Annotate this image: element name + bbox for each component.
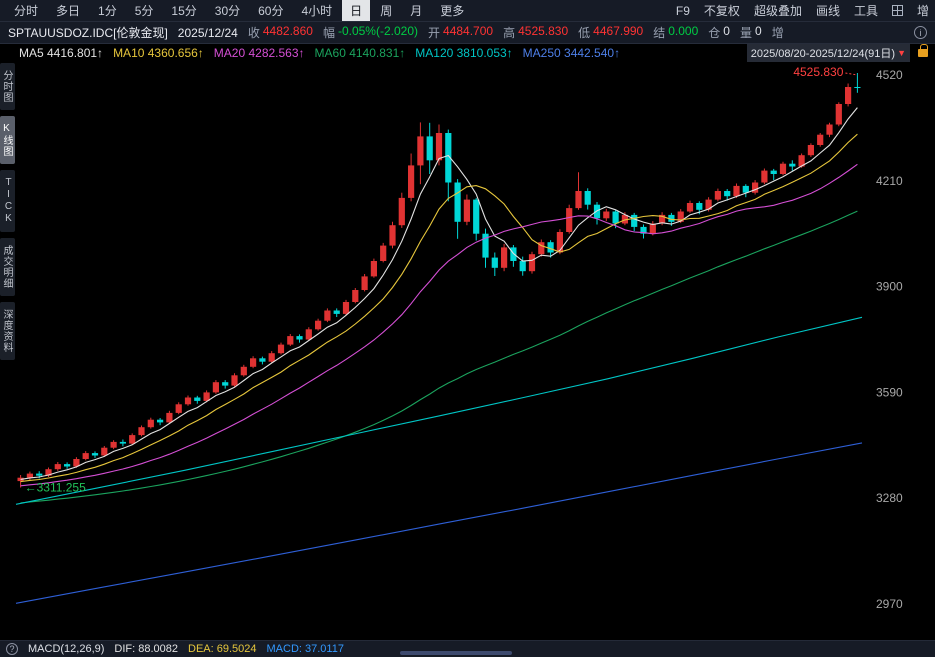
svg-text:3900: 3900 [876,280,903,294]
indicator-bar: ? MACD(12,26,9) DIF: 88.0082 DEA: 69.5024… [0,640,935,657]
quote-field-结: 结 0.000 [653,24,698,41]
svg-text:3590: 3590 [876,385,903,399]
toolbar-button-工具[interactable]: 工具 [853,4,878,18]
svg-text:4525.830: 4525.830 [793,65,843,79]
period-tab-15分[interactable]: 15分 [171,4,197,18]
left-sidebar: 分时图 K线图 TICK 成交明细深度资料 [0,63,15,360]
indicator-value-MACD: MACD: 37.0117 [266,643,344,655]
toolbar-right: F9 不复权 超级叠加 画线 工具 增 [676,2,929,19]
ma-value-MA120: MA120 3810.053↑ [415,46,513,60]
period-tab-4小时[interactable]: 4小时 [301,4,333,18]
toolbar-button-增[interactable]: 增 [916,4,929,18]
toolbar-button-画线[interactable]: 画线 [815,4,840,18]
indicator-value-DEA: DEA: 69.5024 [188,643,257,655]
svg-text:2970: 2970 [876,597,903,611]
ma20-line [20,163,858,487]
horizontal-scrollbar-thumb[interactable] [400,651,512,655]
quote-field-value: 0 [723,24,730,38]
period-tab-月[interactable]: 月 [410,4,423,18]
ma120-line [15,316,863,505]
period-tab-5分[interactable]: 5分 [134,4,154,18]
info-icon[interactable]: i [914,26,927,39]
quote-field-label: 增 [771,26,784,40]
lock-icon[interactable] [918,44,928,57]
quote-field-value: 4484.700 [443,24,494,38]
quote-field-label: 量 [739,26,752,40]
ma10-line [20,133,858,483]
quote-field-label: 幅 [322,26,335,40]
sidebar-tab-K线图[interactable]: K线图 [0,116,15,164]
quote-field-value: 4482.860 [262,24,313,38]
ma-value-MA10: MA10 4360.656↑ [113,46,204,60]
sidebar-tab-深度资料[interactable]: 深度资料 [0,302,15,360]
period-tab-多日[interactable]: 多日 [56,4,81,18]
quote-fields: 收 4482.860 幅 -0.05%(-2.020) 开 4484.700 高 4525.8… [248,24,904,41]
quote-field-label: 仓 [708,26,721,40]
quote-field-收: 收 4482.860 [248,24,313,41]
quote-bar: SPTAUUSDOZ.IDC[伦敦金现] 2025/12/24 收 4482.86… [0,22,935,44]
period-tabs: 分时 多日 1分 5分 15分 30分 60分 4小时日周 月 更多 [6,0,472,21]
period-tab-30分[interactable]: 30分 [214,4,241,18]
sidebar-tab-TICK[interactable]: TICK [0,170,15,232]
date-range-label: 2025/08/20-2025/12/24(91日) [750,48,896,60]
period-tab-1分[interactable]: 1分 [98,4,117,18]
toolbar-button-不复权[interactable]: 不复权 [703,4,740,18]
top-toolbar: 分时 多日 1分 5分 15分 30分 60分 4小时日周 月 更多 F9 不复权 超级叠加 画线 工具 增 [0,0,935,22]
ma-indicator-bar: MA5 4416.801↑ MA10 4360.656↑ MA20 4282.563… [16,44,935,62]
indicator-value-DIF: DIF: 88.0082 [114,643,179,655]
range-dropdown-arrow: ▼ [897,48,906,58]
toolbar-button-F9[interactable]: F9 [675,3,690,18]
period-tab-分时[interactable]: 分时 [14,4,39,18]
svg-text:3280: 3280 [876,491,903,505]
svg-text:←3311.255: ←3311.255 [25,481,86,495]
ma-values: MA5 4416.801↑ MA10 4360.656↑ MA20 4282.563… [19,46,620,60]
kline-chart[interactable]: 4520 4210 3900 3590 3280 2970 4525.830 ←3311.25… [14,62,935,640]
ma-value-MA60: MA60 4140.831↑ [314,46,406,60]
ma5-line [20,107,858,480]
help-icon[interactable]: ? [6,643,18,655]
quote-field-开: 开 4484.700 [428,24,493,41]
range-area: 2025/08/20-2025/12/24(91日) ▼ [746,44,932,62]
toolbar-button-超级叠加[interactable]: 超级叠加 [753,4,802,18]
ma250-line [15,442,863,604]
ma-value-MA20: MA20 4282.563↑ [213,46,305,60]
quote-field-label: 开 [428,26,441,40]
quote-field-label: 低 [578,26,591,40]
period-tab-60分[interactable]: 60分 [258,4,284,18]
ma-value-MA5: MA5 4416.801↑ [19,46,104,60]
quote-field-value: 0.000 [668,24,699,38]
ma60-line [20,210,858,504]
quote-field-低: 低 4467.990 [578,24,643,41]
quote-field-label: 高 [503,26,516,40]
quote-date: 2025/12/24 [177,25,238,40]
layout-grid-icon[interactable] [891,5,903,16]
svg-text:4210: 4210 [876,174,903,188]
symbol-name[interactable]: SPTAUUSDOZ.IDC[伦敦金现] [8,26,168,40]
period-tab-更多[interactable]: 更多 [440,4,465,18]
period-tab-日[interactable]: 日 [342,0,371,21]
quote-field-label: 结 [653,26,666,40]
quote-field-value: 4525.830 [518,24,569,38]
date-range-selector[interactable]: 2025/08/20-2025/12/24(91日) ▼ [746,44,910,62]
quote-field-label: 收 [247,26,260,40]
macd-values: DIF: 88.0082 DEA: 69.5024 MACD: 37.0117 [114,643,344,655]
macd-indicator-label[interactable]: MACD(12,26,9) [28,643,105,655]
quote-field-幅: 幅 -0.05%(-2.020) [323,24,418,41]
quote-field-value: 4467.990 [593,24,644,38]
quote-field-value: 0 [755,24,762,38]
quote-field-value: -0.05%(-2.020) [337,24,418,38]
period-tab-周[interactable]: 周 [380,4,393,18]
candles [17,73,861,488]
quote-field-高: 高 4525.830 [503,24,568,41]
sidebar-tab-分时图[interactable]: 分时图 [0,63,15,110]
quote-field-增: 增 [772,24,787,41]
ma-value-MA250: MA250 3442.540↑ [522,46,621,60]
svg-text:4520: 4520 [876,68,903,82]
sidebar-tab-成交明细[interactable]: 成交明细 [0,238,15,296]
